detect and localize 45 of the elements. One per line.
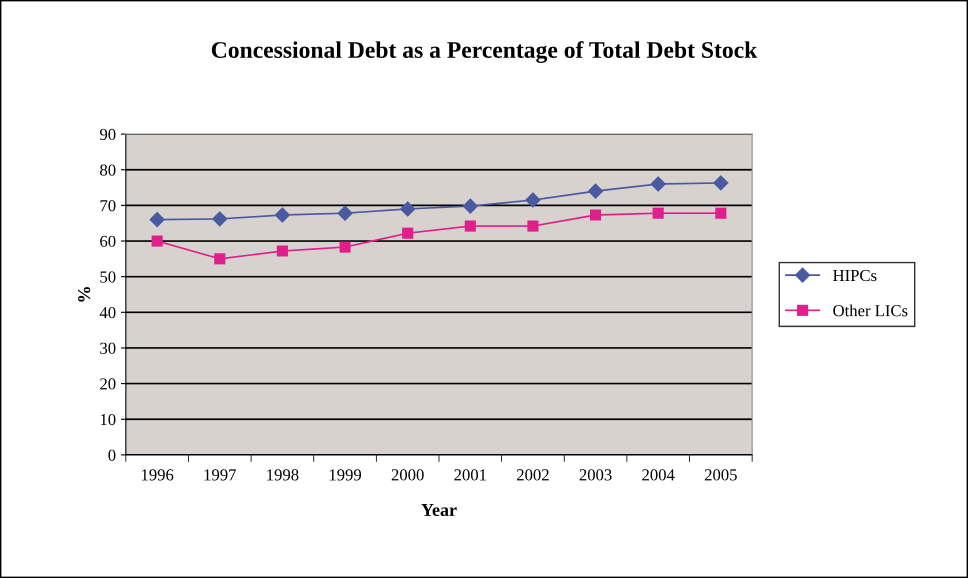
point (588, 184, 604, 199)
x-axis-title: Year (421, 504, 457, 516)
x-tick-label: 1998 (267, 469, 298, 481)
x-tick-label: 1997 (204, 469, 236, 481)
point (400, 201, 416, 217)
point (152, 235, 163, 247)
point (402, 228, 414, 239)
x-tick-label: 2001 (454, 469, 486, 481)
y-tick-label: 60 (100, 236, 116, 247)
point (274, 207, 290, 223)
y-tick-label: 20 (100, 378, 116, 390)
legend-label: Other LICs (833, 304, 908, 316)
x-tick-label: 2000 (392, 469, 424, 481)
point (337, 206, 353, 221)
y-tick-label: 90 (100, 128, 116, 140)
legend-label: HIPCs (833, 270, 876, 282)
x-tick-label: 2005 (704, 469, 737, 481)
point (652, 208, 664, 219)
x-tick-label: 1996 (142, 469, 174, 481)
point (713, 175, 728, 190)
point (150, 212, 165, 228)
point (527, 220, 538, 232)
y-tick-label: 40 (100, 307, 116, 318)
x-tick-label: 2004 (642, 469, 675, 481)
point (650, 176, 666, 192)
point (276, 245, 288, 257)
point (212, 211, 228, 226)
y-tick-label: 0 (108, 450, 116, 461)
point (214, 253, 226, 264)
x-tick-label: 1999 (330, 469, 362, 481)
point (590, 209, 602, 221)
point (525, 192, 540, 208)
y-tick-label: 10 (100, 414, 116, 426)
y-tick-label: 80 (100, 164, 116, 176)
point (462, 198, 478, 214)
point (339, 242, 351, 253)
y-tick-label: 30 (100, 342, 116, 354)
point (715, 208, 726, 219)
chart-title: Concessional Debt as a Percentage of Total Debt Stock (212, 41, 758, 63)
x-tick-label: 2002 (516, 469, 549, 481)
point (464, 220, 476, 232)
y-tick-label: 70 (100, 200, 116, 212)
x-tick-label: 2003 (580, 469, 612, 481)
y-axis-title: % (78, 287, 90, 302)
y-tick-label: 50 (100, 271, 116, 283)
